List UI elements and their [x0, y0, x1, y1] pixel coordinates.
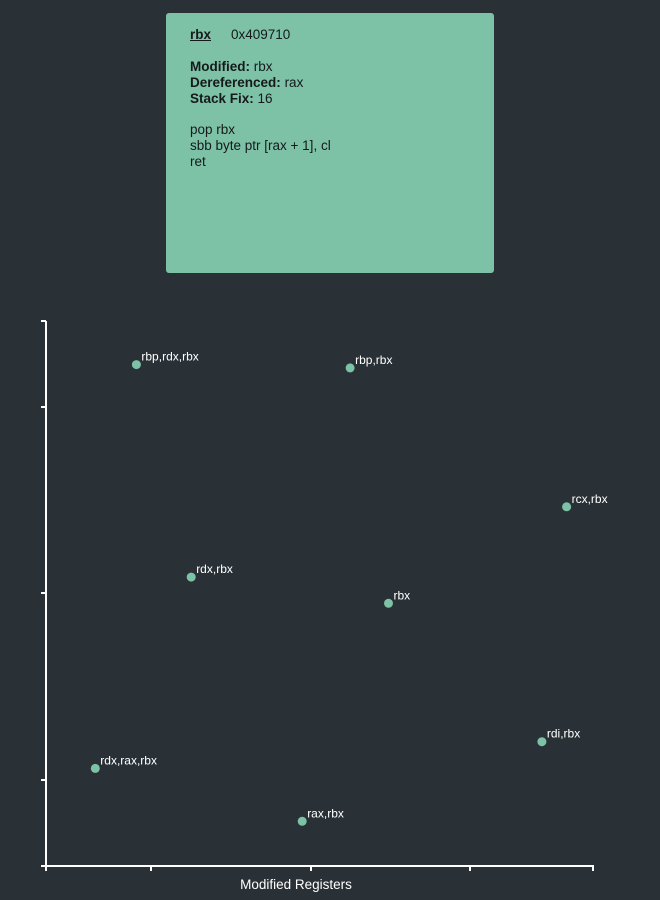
point-label: rdx,rbx	[196, 562, 233, 576]
scatter-point[interactable]	[186, 572, 196, 582]
gadget-scatter-plot: Modified Registers rbp,rdx,rbx rbp,rbx rcx…	[41, 320, 608, 892]
point-label: rbx	[394, 588, 411, 602]
point-label: rax,rbx	[307, 806, 344, 820]
scatter-point[interactable]	[345, 363, 355, 373]
tooltip-address: 0x409710	[231, 27, 291, 42]
tooltip-modified-value: rbx	[253, 59, 273, 74]
point-label: rbp,rdx,rbx	[141, 350, 198, 364]
point-label: rcx,rbx	[572, 492, 608, 506]
tooltip-stackfix-label: Stack Fix:	[190, 91, 254, 106]
point-label: rbp,rbx	[355, 353, 392, 367]
x-axis-title: Modified Registers	[240, 877, 352, 892]
scatter-point[interactable]	[537, 737, 547, 747]
tooltip-instruction: pop rbx	[190, 122, 236, 137]
tooltip-dereferenced-value: rax	[284, 75, 304, 90]
tooltip-stackfix-value: 16	[257, 91, 273, 106]
scatter-point[interactable]	[131, 360, 141, 370]
point-label: rdi,rbx	[547, 727, 580, 741]
tooltip-dereferenced-label: Dereferenced:	[190, 75, 281, 90]
scatter-point[interactable]	[90, 763, 100, 773]
scatter-point[interactable]	[297, 816, 307, 826]
point-label: rdx,rax,rbx	[100, 753, 157, 767]
gadget-tooltip-card: rbx 0x409710 Modified: rbx Dereferenced:…	[166, 13, 494, 273]
tooltip-instruction: ret	[190, 154, 206, 169]
tooltip-modified-row: Modified: rbx	[190, 59, 494, 75]
tooltip-header: rbx 0x409710	[190, 27, 494, 43]
tooltip-dereferenced-row: Dereferenced: rax	[190, 75, 494, 91]
chart-axes	[41, 320, 594, 871]
tooltip-modified-label: Modified:	[190, 59, 250, 74]
scatter-points: rbp,rdx,rbx rbp,rbx rcx,rbx rdx,rbx rbx rdi,r…	[90, 350, 608, 826]
tooltip-register: rbx	[190, 27, 212, 42]
scatter-point[interactable]	[562, 502, 572, 512]
tooltip-instructions: pop rbx sbb byte ptr [rax + 1], cl ret	[190, 122, 494, 170]
tooltip-stackfix-row: Stack Fix: 16	[190, 91, 494, 107]
tooltip-instruction: sbb byte ptr [rax + 1], cl	[190, 138, 331, 153]
scatter-point[interactable]	[384, 598, 393, 608]
